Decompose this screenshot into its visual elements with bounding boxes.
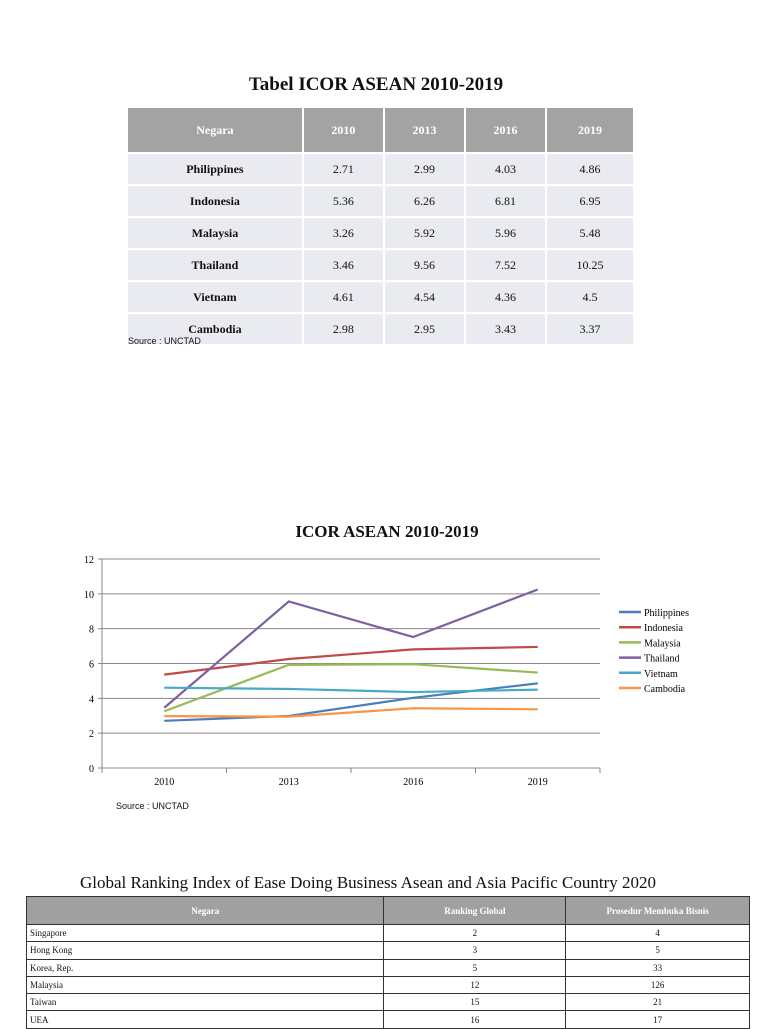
country-cell: Taiwan [25, 993, 385, 1012]
value-cell: 12 [383, 975, 567, 995]
x-tick-label: 2016 [403, 777, 423, 788]
value-cell: 6.95 [545, 184, 633, 217]
table1-source: Source : UNCTAD [128, 336, 201, 346]
series-line-indonesia [164, 645, 538, 676]
legend-label: Cambodia [644, 684, 686, 695]
y-tick-label: 10 [84, 590, 94, 601]
x-tick-label: 2010 [154, 777, 174, 788]
table1-title: Tabel ICOR ASEAN 2010-2019 [248, 74, 504, 95]
table2-title: Global Ranking Index of Ease Doing Busin… [79, 873, 657, 892]
value-cell: 4.54 [382, 280, 465, 313]
value-cell: 5.96 [463, 216, 547, 249]
y-tick-label: 8 [89, 625, 94, 636]
value-cell: 5.92 [382, 216, 465, 249]
chart-title: ICOR ASEAN 2010-2019 [295, 522, 479, 541]
table-row: Cambodia 2.98 2.95 3.43 3.37 [128, 312, 633, 344]
y-tick-label: 2 [89, 729, 94, 740]
column-header: Prosedur Membuka Bisnis [565, 896, 750, 925]
table-row: Malaysia 3.26 5.92 5.96 5.48 [128, 216, 633, 249]
table-row: Vietnam 4.61 4.54 4.36 4.5 [128, 280, 633, 313]
value-cell: 6.81 [463, 184, 547, 217]
icor-table: Negara 2010 2013 2016 2019 Philippines 2.… [128, 108, 633, 344]
column-header: Negara [25, 896, 385, 925]
y-tick-label: 12 [84, 555, 94, 566]
value-cell: 2.95 [382, 312, 465, 344]
table-row: Korea, Rep. 5 33 [25, 958, 750, 977]
table-row: Taiwan 15 21 [25, 993, 750, 1012]
legend-label: Indonesia [644, 623, 683, 634]
y-tick-label: 6 [89, 660, 94, 671]
country-cell: Malaysia [25, 975, 385, 995]
value-cell: 126 [565, 975, 750, 995]
value-cell: 6.26 [382, 184, 465, 217]
y-tick-label: 0 [89, 764, 94, 775]
value-cell: 7.52 [463, 248, 547, 281]
series-line-cambodia [164, 707, 538, 718]
table-row: Indonesia 5.36 6.26 6.81 6.95 [128, 184, 633, 217]
value-cell: 4 [565, 923, 750, 943]
value-cell: 15 [383, 993, 567, 1012]
value-cell: 4.36 [463, 280, 547, 313]
value-cell: 3.37 [545, 312, 633, 344]
value-cell: 2.98 [301, 312, 384, 344]
series-line-thailand [163, 588, 539, 709]
value-cell: 5 [383, 958, 567, 977]
country-cell: Malaysia [128, 216, 303, 249]
country-cell: Philippines [128, 152, 303, 185]
value-cell: 4.86 [545, 152, 633, 185]
table-row: Thailand 3.46 9.56 7.52 10.25 [128, 248, 633, 281]
value-cell: 21 [565, 993, 750, 1012]
column-header: Ranking Global [383, 896, 567, 925]
icor-line-chart: 0 2 4 6 8 10 12 2010 2013 2016 2019 Philippines Indo… [84, 555, 689, 788]
x-tick-label: 2019 [528, 777, 548, 788]
table-row: UEA 16 17 [25, 1010, 750, 1029]
value-cell: 5.48 [545, 216, 633, 249]
value-cell: 3.43 [463, 312, 547, 344]
legend-label: Malaysia [644, 638, 681, 649]
value-cell: 4.03 [463, 152, 547, 185]
ease-of-business-table: Negara Ranking Global Prosedur Membuka B… [25, 896, 750, 1029]
value-cell: 10.25 [545, 248, 633, 281]
value-cell: 9.56 [382, 248, 465, 281]
country-cell: Indonesia [128, 184, 303, 217]
column-header: 2010 [301, 108, 384, 153]
legend-label: Thailand [644, 654, 680, 665]
value-cell: 2.99 [382, 152, 465, 185]
table-header-row: Negara Ranking Global Prosedur Membuka B… [25, 896, 750, 925]
column-header: 2013 [382, 108, 465, 153]
value-cell: 2 [383, 923, 567, 943]
table-row: Malaysia 12 126 [25, 975, 750, 995]
series-line-vietnam [164, 686, 538, 694]
value-cell: 2.71 [301, 152, 384, 185]
value-cell: 16 [383, 1010, 567, 1029]
table-row: Singapore 2 4 [25, 923, 750, 943]
y-tick-label: 4 [89, 694, 94, 705]
country-cell: Korea, Rep. [25, 958, 385, 977]
value-cell: 3.26 [301, 216, 384, 249]
country-cell: Thailand [128, 248, 303, 281]
country-cell: Singapore [25, 923, 385, 943]
value-cell: 17 [565, 1010, 750, 1029]
value-cell: 5 [565, 941, 750, 960]
value-cell: 5.36 [301, 184, 384, 217]
table-row: Hong Kong 3 5 [25, 941, 750, 960]
x-tick-label: 2013 [279, 777, 299, 788]
country-cell: Cambodia [128, 312, 303, 344]
chart-source: Source : UNCTAD [116, 801, 189, 811]
table-row: Philippines 2.71 2.99 4.03 4.86 [128, 152, 633, 185]
value-cell: 3.46 [301, 248, 384, 281]
country-cell: Vietnam [128, 280, 303, 313]
table-header-row: Negara 2010 2013 2016 2019 [128, 108, 633, 153]
column-header: 2016 [463, 108, 547, 153]
value-cell: 33 [565, 958, 750, 977]
legend-label: Vietnam [644, 669, 678, 680]
value-cell: 4.61 [301, 280, 384, 313]
country-cell: UEA [25, 1010, 385, 1029]
value-cell: 4.5 [545, 280, 633, 313]
column-header: 2019 [545, 108, 633, 153]
value-cell: 3 [383, 941, 567, 960]
country-cell: Hong Kong [25, 941, 385, 960]
column-header: Negara [128, 108, 303, 153]
legend-label: Philippines [644, 608, 689, 619]
